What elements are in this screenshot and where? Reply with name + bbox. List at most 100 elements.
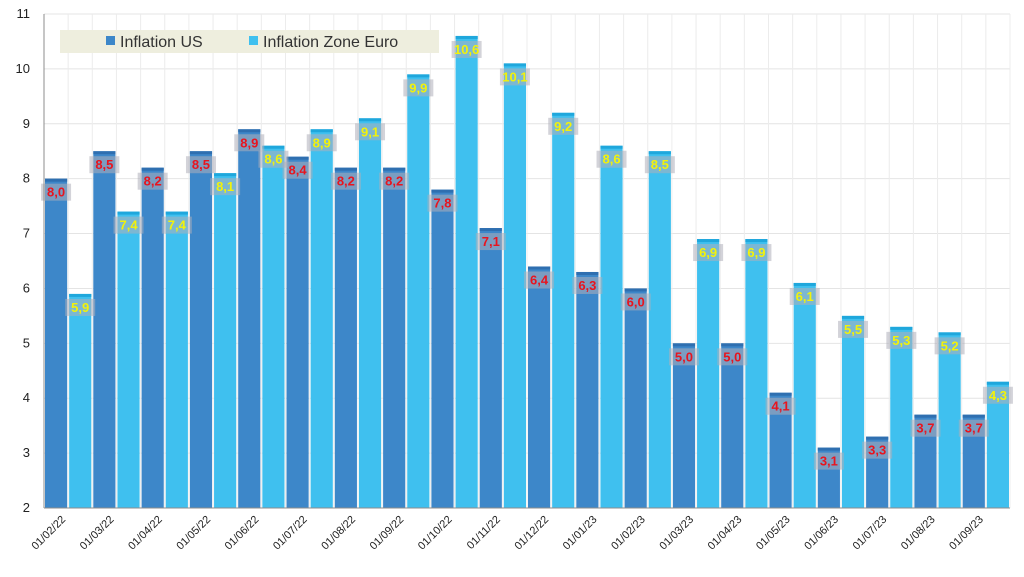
x-tick-label: 01/02/22	[30, 514, 69, 553]
bar-euro	[503, 63, 526, 509]
value-label-box-euro	[161, 216, 192, 234]
bar-us	[576, 271, 599, 508]
x-tick-label: 01/12/22	[513, 514, 552, 553]
value-label-us: 5,0	[675, 349, 693, 364]
value-label-euro: 9,1	[361, 124, 379, 139]
y-tick-label: 11	[17, 6, 31, 21]
bar-cap-us	[431, 189, 454, 193]
bar-euro	[262, 145, 285, 508]
value-labels-layer: 8,0 5,9 8,5 7,4 8,2 7,4 8,5 8,1 8,9 8,6 8,4 8,9 8,2 9…	[41, 40, 1013, 470]
bar-us	[45, 178, 68, 508]
value-label-euro: 5,5	[844, 322, 862, 337]
value-label-box-euro	[934, 337, 965, 355]
bar-cap-euro	[117, 211, 140, 215]
x-tick-label: 01/03/22	[78, 514, 117, 553]
bar-cap-us	[914, 414, 937, 418]
bar-euro	[358, 118, 382, 509]
bar-euro	[986, 381, 1009, 508]
bar-euro	[455, 35, 478, 508]
value-label-box-us	[379, 172, 410, 190]
x-tick-label: 01/02/23	[609, 514, 648, 553]
bar-us	[383, 167, 406, 508]
value-label-box-us	[910, 419, 941, 437]
bar-cap-us	[141, 167, 164, 171]
x-tick-label: 01/05/23	[754, 514, 793, 553]
bar-cap-euro	[310, 129, 333, 133]
bar-euro	[165, 211, 188, 508]
bar-us	[238, 129, 261, 508]
bar-cap-euro	[165, 211, 188, 215]
value-label-box-us	[958, 419, 989, 437]
value-label-us: 8,0	[47, 185, 65, 200]
bar-cap-us	[624, 288, 647, 292]
value-label-euro: 8,1	[216, 179, 234, 194]
value-label-euro: 5,3	[892, 333, 910, 348]
value-label-box-euro	[113, 216, 144, 234]
bar-euro	[69, 293, 92, 508]
bar-cap-us	[817, 447, 840, 451]
bar-us	[914, 414, 937, 508]
bar-euro	[214, 173, 237, 508]
x-tick-label: 01/03/23	[657, 514, 696, 553]
bar-cap-euro	[69, 293, 92, 297]
value-label-us: 5,0	[723, 349, 741, 364]
y-tick-label: 7	[23, 226, 30, 241]
value-label-us: 8,4	[289, 163, 308, 178]
value-label-us: 3,7	[916, 421, 934, 436]
value-label-box-us	[234, 134, 265, 152]
value-label-euro: 6,9	[699, 245, 717, 260]
bar-cap-us	[721, 343, 744, 347]
legend: Inflation US Inflation Zone Euro	[60, 30, 439, 53]
bar-cap-euro	[938, 332, 961, 336]
bar-cap-euro	[745, 239, 768, 243]
value-label-us: 8,2	[385, 174, 403, 189]
value-label-us: 8,2	[337, 174, 355, 189]
grid-layer	[43, 13, 1011, 509]
x-tick-label: 01/01/23	[561, 514, 600, 553]
value-label-us: 6,4	[530, 272, 549, 287]
value-label-box-euro	[499, 68, 530, 86]
bar-cap-us	[479, 228, 502, 232]
x-tick-label: 01/04/22	[126, 514, 165, 553]
value-label-euro: 9,2	[554, 119, 572, 134]
bar-us	[93, 151, 116, 508]
value-label-euro: 9,9	[409, 80, 427, 95]
bar-us	[334, 167, 357, 508]
bar-euro	[938, 332, 961, 508]
value-label-box-euro	[644, 156, 675, 174]
y-tick-label: 3	[23, 445, 30, 460]
value-label-euro: 8,9	[313, 135, 331, 150]
bar-us	[769, 392, 792, 508]
y-tick-label: 9	[23, 116, 30, 131]
bar-cap-euro	[600, 145, 623, 149]
value-label-box-us	[668, 348, 699, 366]
value-label-box-us	[330, 172, 361, 190]
bar-us	[479, 228, 502, 509]
x-tick-label: 01/09/23	[947, 514, 986, 553]
bar-cap-euro	[648, 151, 671, 155]
value-label-euro: 6,9	[747, 245, 765, 260]
value-label-box-euro	[982, 386, 1013, 404]
value-label-us: 7,8	[433, 196, 451, 211]
value-label-box-euro	[65, 298, 96, 316]
bar-cap-us	[45, 178, 68, 182]
value-label-box-us	[475, 233, 506, 251]
bar-cap-us	[286, 156, 309, 160]
value-label-box-euro	[210, 178, 241, 196]
legend-swatch-inflation-us	[106, 36, 115, 45]
legend-label-inflation-us: Inflation US	[120, 34, 203, 51]
value-label-box-euro	[548, 117, 579, 135]
value-label-us: 7,1	[482, 234, 500, 249]
x-tick-label: 01/08/22	[319, 514, 358, 553]
bar-cap-us	[383, 167, 406, 171]
bar-cap-us	[769, 392, 792, 396]
value-label-euro: 7,4	[119, 218, 138, 233]
value-label-euro: 4,3	[989, 388, 1007, 403]
bar-euro	[407, 74, 430, 508]
bar-us	[672, 343, 696, 508]
bar-us	[624, 288, 647, 508]
value-label-box-us	[41, 183, 72, 201]
bar-cap-euro	[552, 112, 575, 116]
value-label-euro: 10,1	[502, 69, 527, 84]
bar-cap-euro	[214, 173, 237, 177]
